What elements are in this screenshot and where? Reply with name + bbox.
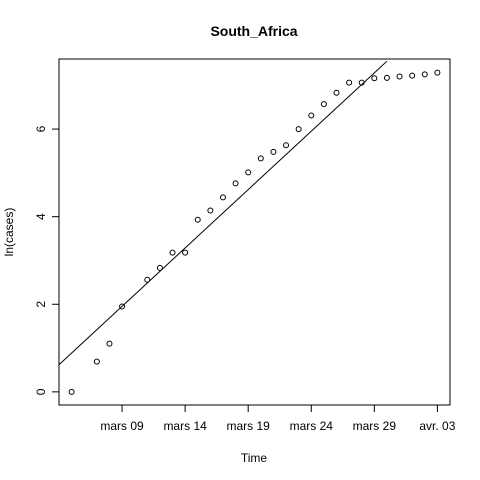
data-point <box>144 276 151 283</box>
data-point <box>295 126 302 133</box>
data-point <box>270 148 277 155</box>
regression-line <box>58 60 388 366</box>
data-point <box>308 112 315 119</box>
data-point <box>346 79 353 86</box>
data-point <box>383 74 390 81</box>
data-point <box>182 249 189 256</box>
data-point <box>207 207 214 214</box>
data-point <box>320 101 327 108</box>
y-tick-label: 0 <box>34 388 48 395</box>
x-tick-label: avr. 03 <box>419 419 455 433</box>
y-axis: 0 2 4 6 <box>34 125 59 395</box>
data-point <box>169 249 176 256</box>
data-point <box>283 142 290 149</box>
x-tick-label: mars 14 <box>163 419 207 433</box>
data-point <box>333 89 340 96</box>
data-point <box>245 169 252 176</box>
data-point <box>106 340 113 347</box>
y-tick-label: 6 <box>34 125 48 132</box>
data-point <box>257 155 264 162</box>
data-point <box>434 69 441 76</box>
data-point <box>194 216 201 223</box>
y-tick-label: 2 <box>34 301 48 308</box>
data-point <box>232 180 239 187</box>
x-axis-label: Time <box>241 451 268 465</box>
y-tick-label: 4 <box>34 213 48 220</box>
x-axis: mars 09 mars 14 mars 19 mars 24 mars 29 avr. … <box>100 405 456 433</box>
y-axis-label: ln(cases) <box>2 208 16 257</box>
data-point <box>358 79 365 86</box>
plot-frame <box>58 58 451 406</box>
data-point <box>219 194 226 201</box>
x-tick-label: mars 09 <box>100 419 144 433</box>
x-tick-label: mars 29 <box>353 419 397 433</box>
regression-line-layer <box>58 60 388 366</box>
data-points-layer <box>68 69 441 395</box>
chart-title: South_Africa <box>210 23 297 39</box>
data-point <box>421 71 428 78</box>
data-point <box>396 73 403 80</box>
data-point <box>93 358 100 365</box>
data-point <box>68 388 75 395</box>
data-point <box>409 72 416 79</box>
data-point <box>119 303 126 310</box>
x-tick-label: mars 24 <box>290 419 334 433</box>
data-point <box>156 264 163 271</box>
data-point <box>371 75 378 82</box>
x-tick-label: mars 19 <box>227 419 271 433</box>
